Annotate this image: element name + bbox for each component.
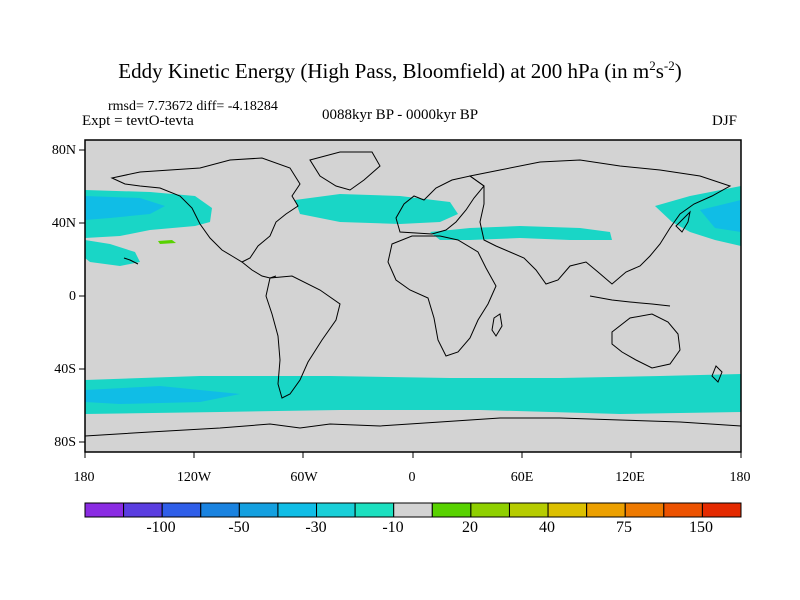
colorbar-box [431,502,472,518]
shade-north-pacific-west-dark [700,200,741,232]
colorbar-box [508,502,549,518]
colorbar-label: 150 [689,519,713,536]
coast-madagascar [491,313,503,337]
title-exp-1: 2 [649,58,656,73]
coast-indonesia [589,295,671,307]
colorbar [84,502,742,518]
title-close: ) [674,59,682,83]
shade-mediterranean-band [430,226,612,240]
lat-label-40s: 40S [54,362,76,377]
shade-north-pacific-west [655,186,741,246]
shade-north-pacific-east-lower [85,240,140,266]
shade-southern-ocean-dark [85,386,240,404]
title-unit-s: s [655,59,664,83]
coast-asia [468,159,732,285]
colorbar-box [161,502,202,518]
colorbar-box [470,502,510,518]
stats-text: rmsd= 7.73672 diff= -4.18284 [108,99,278,114]
colorbar-label: 20 [462,519,478,536]
colorbar-box [354,502,395,518]
colorbar-label: -10 [382,519,404,536]
colorbar-box [393,502,433,518]
colorbar-label: 40 [539,519,555,536]
coast-australia [611,313,681,369]
coast-japan [675,210,691,233]
coastlines [85,151,741,437]
title-exp-2: -2 [663,58,675,73]
shade-north-atlantic [295,194,458,224]
coast-new-zealand [711,365,723,383]
coast-africa [387,235,497,357]
colorbar-box [586,502,626,518]
lon-label-120e: 120E [615,470,645,485]
lat-label-40n: 40N [51,216,76,231]
colorbar-box [547,502,588,518]
colorbar-box [701,502,742,518]
coast-south-america [265,275,341,399]
shade-positive-patch [158,240,176,244]
colorbar-box [123,502,163,518]
lat-label-80n: 80N [51,143,76,158]
colorbar-box [84,502,125,518]
colorbar-box [238,502,279,518]
lon-label-0: 0 [408,470,416,485]
period-text: 0088kyr BP - 0000kyr BP [321,107,479,123]
lat-label-0: 0 [69,289,76,304]
colorbar-box [277,502,318,518]
coast-antarctica [85,417,741,437]
experiment-text: Expt = tevtO-tevta [82,113,194,129]
colorbar-label: 75 [616,519,632,536]
axis-ticks [79,149,742,458]
coast-greenland [309,151,381,191]
colorbar-box [200,502,240,518]
lon-label-60w: 60W [290,470,318,485]
shade-southern-ocean [85,374,741,414]
lon-label-60e: 60E [510,470,534,485]
coast-hawaii [123,257,139,265]
coast-north-america [110,157,301,263]
lon-label-180w: 180 [73,470,95,485]
shaded-fields [85,186,741,414]
colorbar-label: -100 [146,519,176,536]
colorbar-label: -30 [305,519,327,536]
plot-title: Eddy Kinetic Energy (High Pass, Bloomfie… [0,58,800,84]
colorbar-box [663,502,703,518]
colorbar-box [316,502,356,518]
shade-north-pacific-dark [85,196,165,220]
colorbar-box [624,502,665,518]
season-text: DJF [712,113,738,129]
title-text: Eddy Kinetic Energy (High Pass, Bloomfie… [118,59,650,83]
lon-label-180e: 180 [729,470,751,485]
lat-label-80s: 80S [54,435,76,450]
lon-label-120w: 120W [176,470,212,485]
colorbar-label: -50 [228,519,250,536]
